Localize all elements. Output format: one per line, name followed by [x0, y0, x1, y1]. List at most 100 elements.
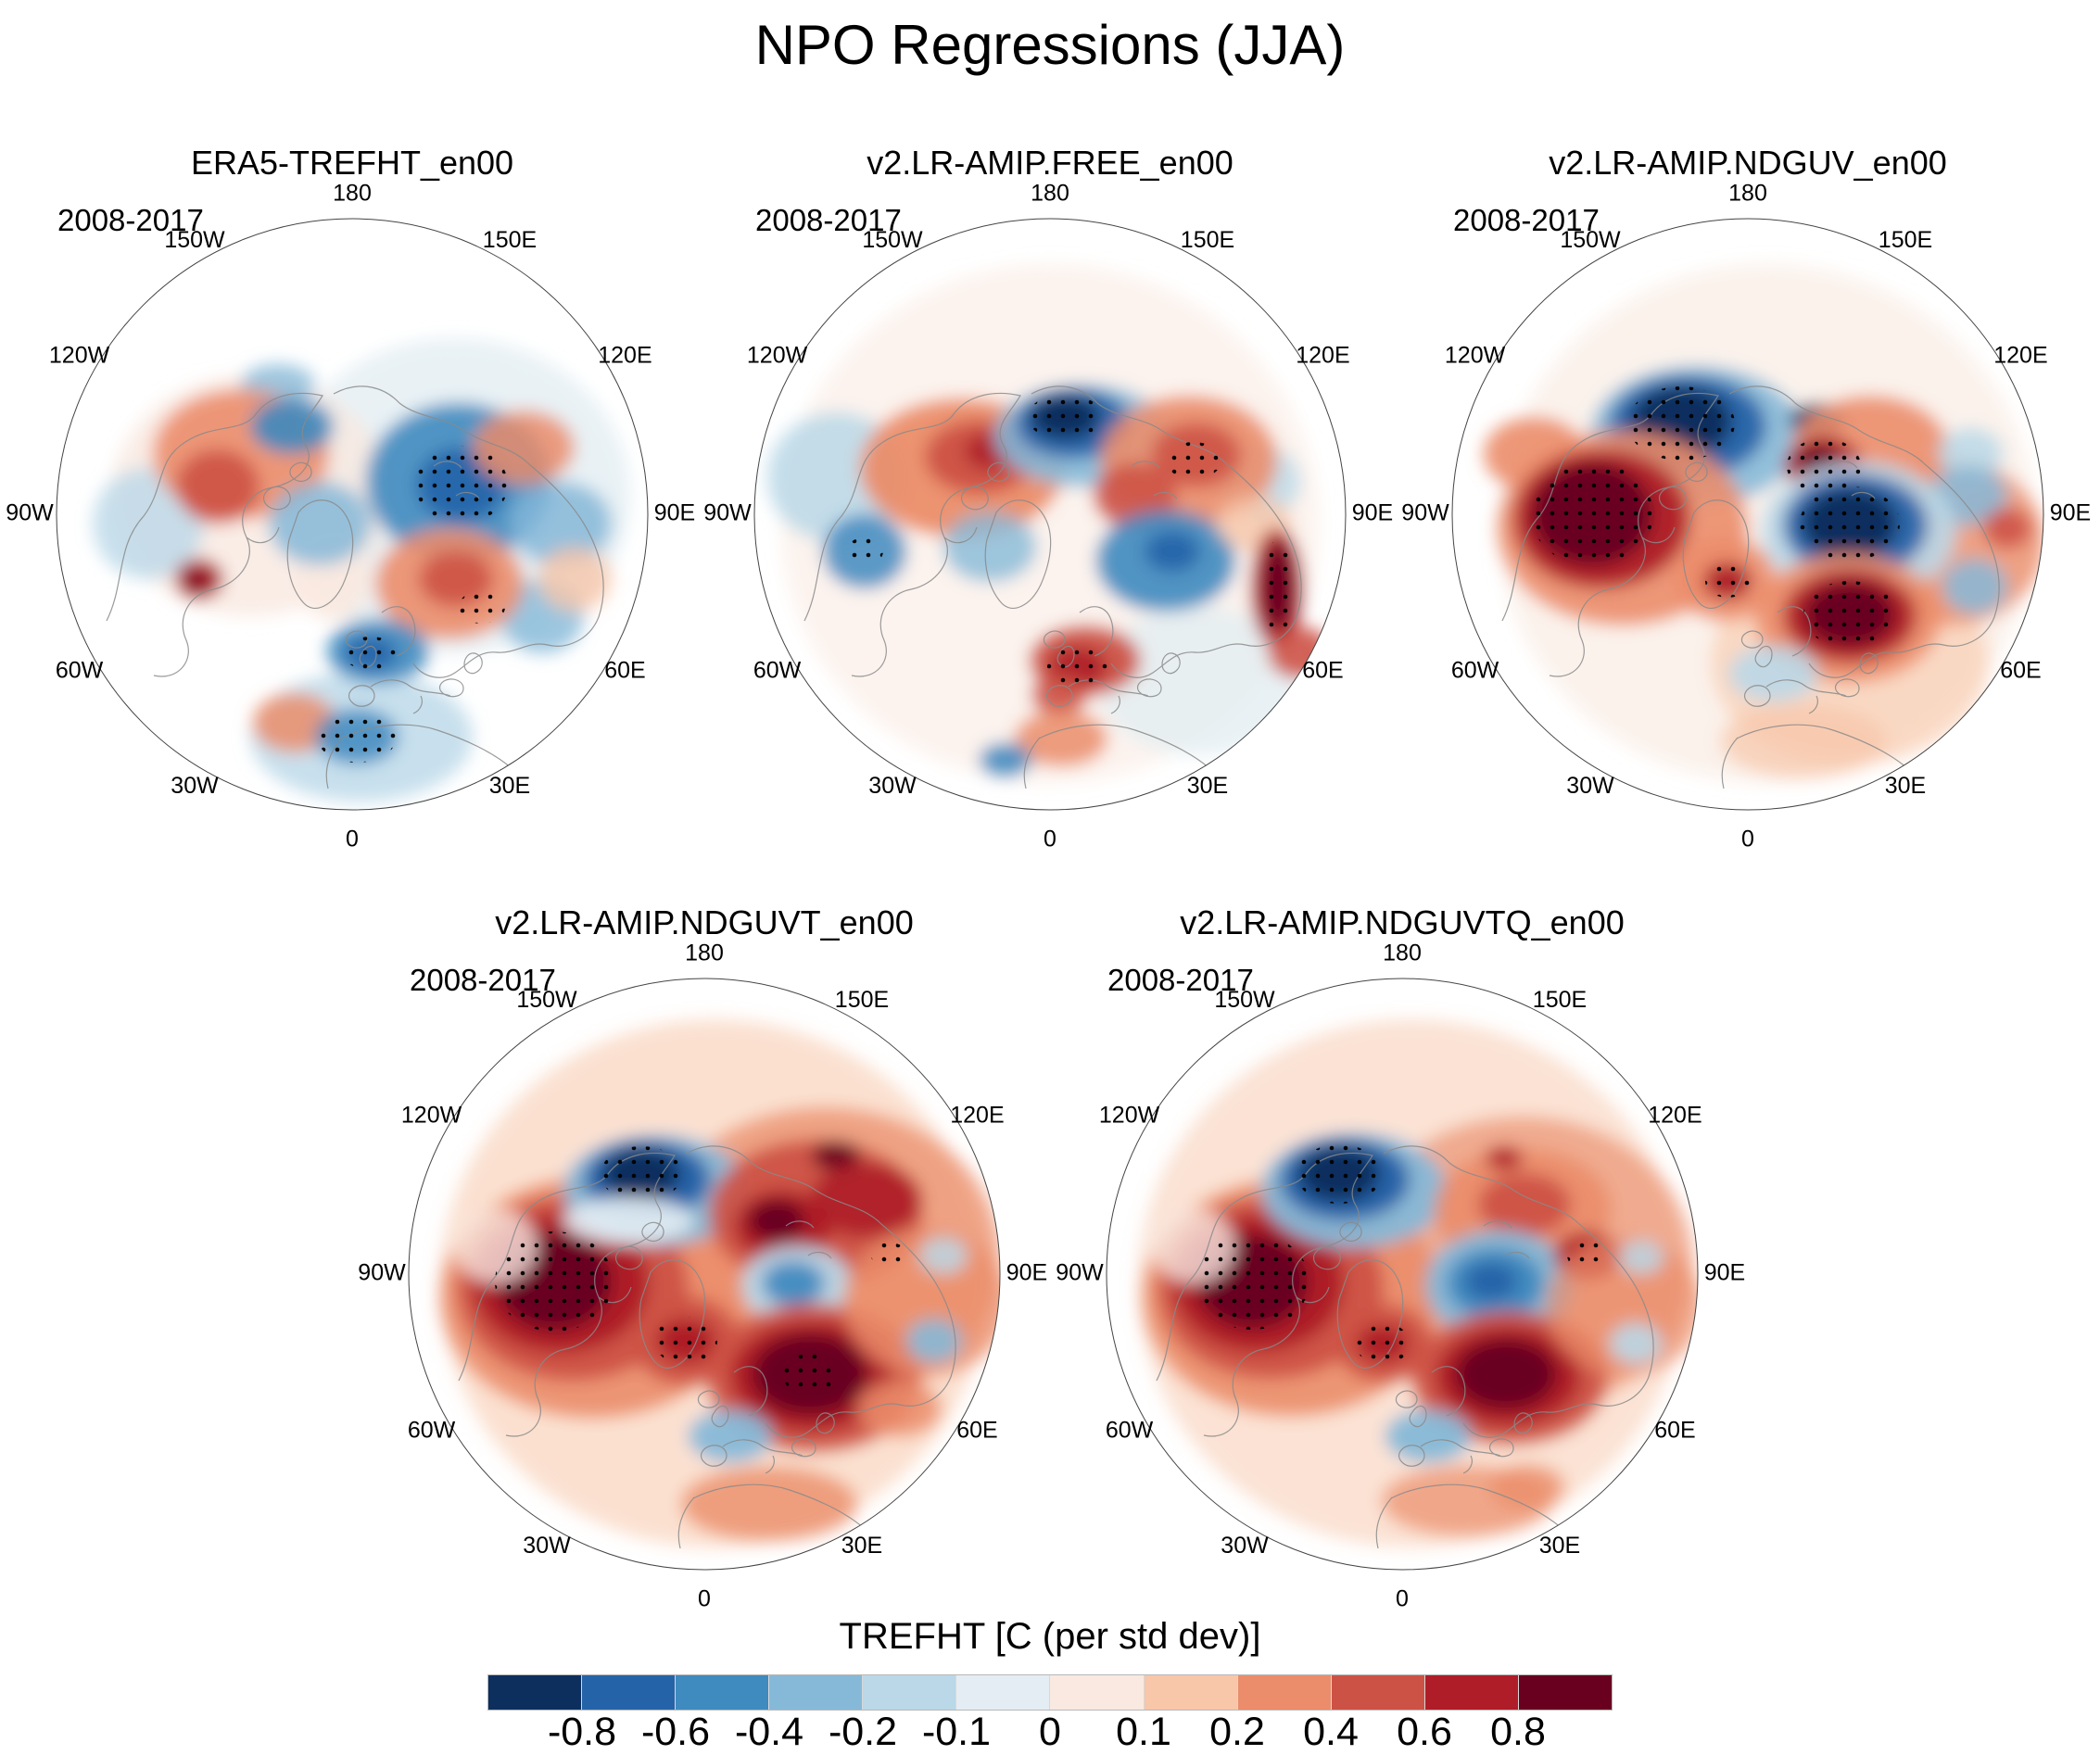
map-panel: 180 150W 150E 120W 120E 90W 90E 60W 60E 30W 30E 0 [358, 941, 1047, 1612]
lon-label: 90W [1401, 500, 1449, 526]
lon-label: 120E [1296, 343, 1349, 369]
map-boundary-circle [408, 978, 1001, 1571]
colorbar-tick-label: -0.8 [547, 1710, 617, 1754]
lon-label: 0 [1741, 827, 1754, 852]
lon-label: 90E [654, 500, 695, 526]
lon-label: 120E [1648, 1103, 1702, 1129]
lon-label: 60E [1302, 658, 1343, 684]
lon-label: 60W [753, 658, 802, 684]
colorbar-segment [1050, 1675, 1145, 1710]
stippling [318, 446, 508, 763]
lon-label: 120W [401, 1103, 462, 1129]
lon-label: 60W [408, 1418, 456, 1444]
lon-label: 150E [1533, 987, 1587, 1013]
lon-label: 90W [703, 500, 752, 526]
lon-label: 120W [1445, 343, 1506, 369]
lon-label: 30E [1539, 1533, 1580, 1559]
lon-label: 60E [604, 658, 645, 684]
lon-label: 150E [1181, 227, 1234, 253]
lon-label: 0 [1396, 1586, 1409, 1612]
period-label: 2008-2017 [410, 963, 556, 997]
lon-label: 150E [483, 227, 537, 253]
colorbar [487, 1674, 1613, 1711]
colorbar-segment [769, 1675, 864, 1710]
colorbar-tick-label: 0.1 [1116, 1710, 1171, 1754]
map-panel: 180 150W 150E 120W 120E 90W 90E 60W 60E 30W 30E 0 [6, 181, 695, 852]
panel-title: v2.LR-AMIP.NDGUVT_en00 [495, 903, 914, 941]
colorbar-title: TREFHT [C (per std dev)] [839, 1616, 1261, 1657]
lon-label: 30E [841, 1533, 882, 1559]
lon-label: 30E [1885, 773, 1926, 799]
colorbar-tick-label: -0.1 [921, 1710, 992, 1754]
lon-label: 90W [358, 1260, 406, 1286]
map-boundary-circle [1451, 218, 2044, 811]
period-label: 2008-2017 [57, 203, 204, 237]
colorbar-segment [1518, 1675, 1612, 1710]
figure-title: NPO Regressions (JJA) [754, 14, 1346, 76]
lon-label: 90W [1056, 1260, 1104, 1286]
colorbar-tick-label: 0.8 [1490, 1710, 1546, 1754]
lon-label: 150W [862, 227, 923, 253]
stippling [846, 394, 1295, 688]
lon-label: 90E [1006, 1260, 1047, 1286]
lon-label: 150W [1560, 227, 1621, 253]
lon-label: 60E [2000, 658, 2041, 684]
lon-label: 120E [1993, 343, 2047, 369]
lon-label: 150W [164, 227, 225, 253]
lon-label: 30W [868, 773, 917, 799]
contour-field [1138, 1019, 1698, 1549]
lon-label: 30W [1221, 1533, 1269, 1559]
lon-label: 120W [1099, 1103, 1160, 1129]
colorbar-segment [1424, 1675, 1519, 1710]
contour-field [93, 338, 630, 802]
colorbar-segment [676, 1675, 770, 1710]
lon-label: 90E [1352, 500, 1393, 526]
period-label: 2008-2017 [1107, 963, 1254, 997]
panel-title: v2.LR-AMIP.NDGUVTQ_en00 [1180, 903, 1625, 941]
lon-label: 150E [1879, 227, 1932, 253]
contour-field [440, 1019, 1000, 1549]
lon-label: 90E [2050, 500, 2091, 526]
panel-title: v2.LR-AMIP.FREE_en00 [867, 144, 1233, 182]
colorbar-tick-label: -0.6 [640, 1710, 711, 1754]
lon-label: 30E [1187, 773, 1228, 799]
lon-label: 60W [56, 658, 104, 684]
lon-label: 180 [685, 941, 724, 966]
lon-label: 60E [956, 1418, 997, 1444]
stippling [1531, 386, 1900, 648]
colorbar-segment [863, 1675, 957, 1710]
colorbar-tick-label: -0.2 [828, 1710, 898, 1754]
colorbar-segment [582, 1675, 677, 1710]
contour-field [1484, 264, 2043, 789]
lon-label: 60E [1654, 1418, 1695, 1444]
map-boundary-circle [753, 218, 1347, 811]
lon-label: 180 [1383, 941, 1422, 966]
stippling [495, 1146, 908, 1395]
map-panel: 180 150W 150E 120W 120E 90W 90E 60W 60E 30W 30E 0 [1056, 941, 1745, 1612]
lon-label: 150W [516, 987, 577, 1013]
colorbar-tick-label: 0.2 [1209, 1710, 1265, 1754]
colorbar-segment [1331, 1675, 1425, 1710]
lon-label: 30W [171, 773, 219, 799]
contour-field [767, 264, 1333, 789]
map-panel: 180 150W 150E 120W 120E 90W 90E 60W 60E 30W 30E 0 [703, 181, 1393, 852]
lon-label: 120W [49, 343, 110, 369]
lon-label: 180 [333, 181, 372, 207]
period-label: 2008-2017 [1453, 203, 1600, 237]
lon-label: 30W [1566, 773, 1614, 799]
colorbar-segment [488, 1675, 583, 1710]
lon-label: 150E [835, 987, 889, 1013]
colorbar-segment [1237, 1675, 1332, 1710]
colorbar-segment [956, 1675, 1051, 1710]
map-boundary-circle [1106, 978, 1699, 1571]
lon-label: 30E [489, 773, 530, 799]
lon-label: 0 [1044, 827, 1056, 852]
lon-label: 180 [1728, 181, 1767, 207]
lon-label: 180 [1031, 181, 1069, 207]
colorbar-segment [1144, 1675, 1238, 1710]
lon-label: 90W [6, 500, 54, 526]
stippling [1195, 1144, 1608, 1364]
map-boundary-circle [56, 218, 649, 811]
lon-label: 120E [950, 1103, 1004, 1129]
colorbar-tick-label: 0.4 [1303, 1710, 1359, 1754]
